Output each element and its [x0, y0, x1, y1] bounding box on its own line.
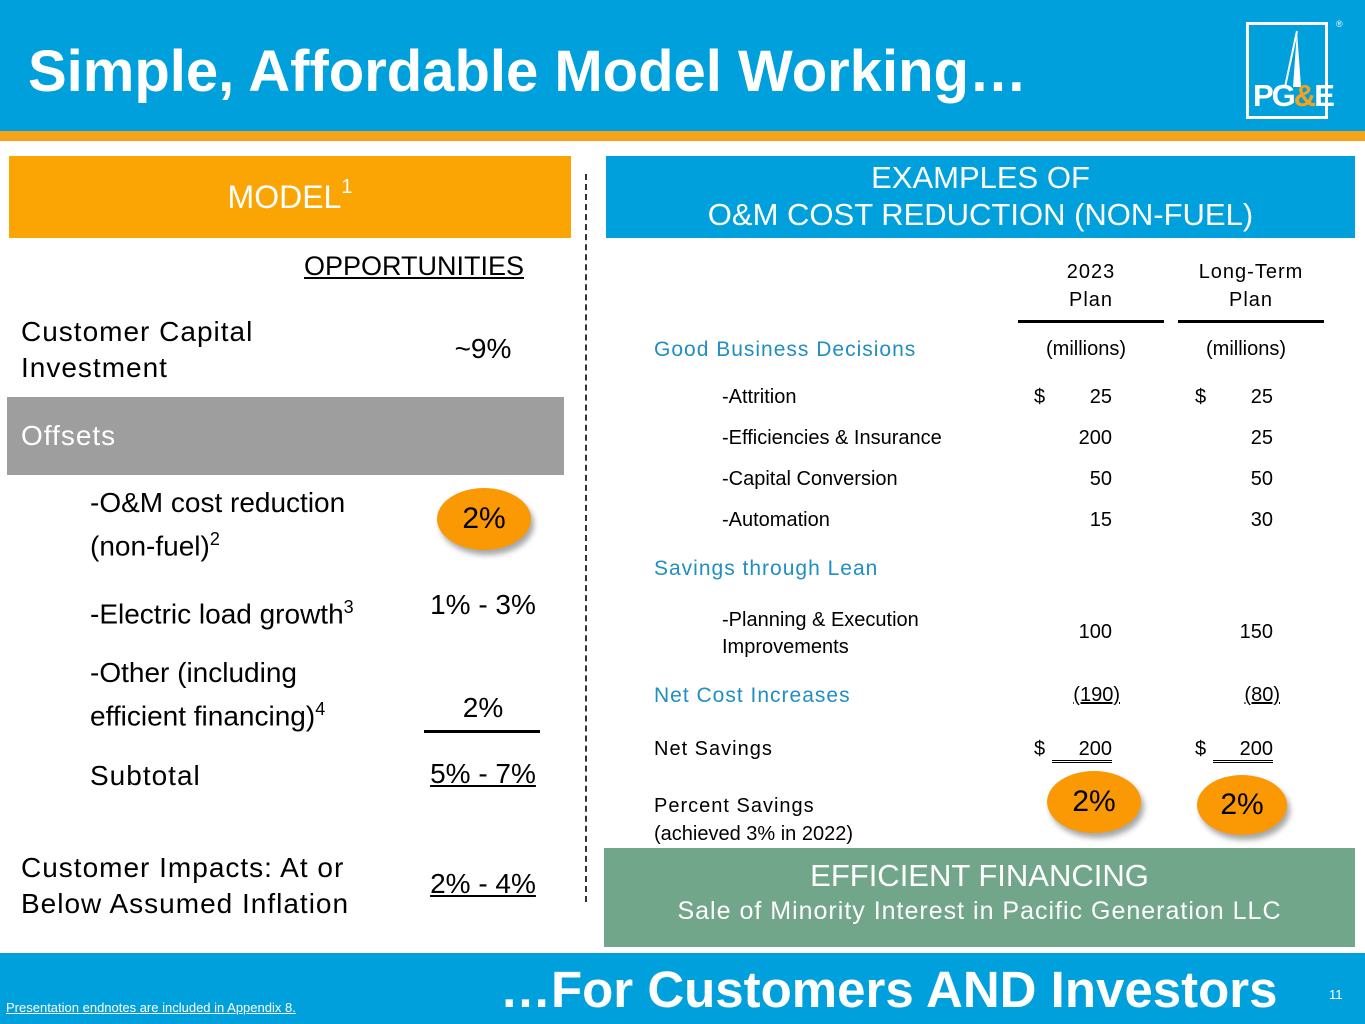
item-label: -Efficiencies & Insurance — [722, 427, 942, 449]
item-longterm-value: 30 — [1250, 509, 1273, 531]
logo-text: PG&E — [1253, 78, 1335, 113]
net-cost-longterm: (80) — [1244, 684, 1280, 706]
customer-impacts-value: 2% - 4% — [430, 868, 536, 899]
item-2023-value: 50 — [1089, 468, 1112, 490]
examples-heading: EXAMPLES OF O&M COST REDUCTION (NON-FUEL… — [606, 156, 1355, 238]
item-dollar-longterm: $ — [1195, 386, 1207, 408]
col-longterm-rule — [1178, 320, 1324, 323]
panel-divider — [585, 174, 587, 902]
net-savings-dollar-2023: $ — [1034, 738, 1046, 760]
percent-2023-badge: 2% — [1047, 771, 1141, 833]
load-growth-label: -Electric load growth3 — [90, 597, 354, 630]
net-savings-2023: 200 — [1052, 738, 1112, 763]
other-label: -Other (including efficient financing)4 — [90, 657, 326, 732]
endnote-link[interactable]: Presentation endnotes are included in Ap… — [6, 1000, 296, 1015]
efficient-financing-subtitle: Sale of Minority Interest in Pacific Gen… — [677, 897, 1282, 925]
page-number: 11 — [1329, 987, 1343, 1002]
logo-tower-icon — [1284, 30, 1301, 88]
om-reduction-label: -O&M cost reduction (non-fuel)2 — [90, 487, 346, 562]
lean-2023-value: 100 — [1078, 621, 1112, 643]
header-accent-rule — [0, 131, 1365, 141]
item-label: -Capital Conversion — [722, 468, 898, 490]
subtotal-value: 5% - 7% — [430, 758, 536, 789]
section-net-cost: Net Cost Increases — [654, 684, 851, 707]
item-dollar-2023: $ — [1034, 386, 1046, 408]
lean-item-label: -Planning & Execution Improvements — [722, 609, 919, 658]
efficient-financing-box: EFFICIENT FINANCING Sale of Minority Int… — [604, 848, 1355, 947]
item-label: -Attrition — [722, 386, 797, 408]
lean-longterm-value: 150 — [1239, 621, 1273, 643]
registered-mark: ® — [1336, 19, 1343, 29]
section-good-business: Good Business Decisions — [654, 338, 917, 361]
om-reduction-badge: 2% — [437, 488, 531, 550]
customer-capital-value: ~9% — [454, 333, 512, 364]
item-2023-value: 25 — [1089, 386, 1112, 408]
header-bar — [0, 0, 1365, 131]
slide-title: Simple, Affordable Model Working… — [28, 39, 1027, 104]
net-cost-2023: (190) — [1073, 684, 1120, 706]
subtotal-label: Subtotal — [90, 760, 201, 791]
net-savings-dollar-longterm: $ — [1195, 738, 1207, 760]
item-longterm-value: 50 — [1250, 468, 1273, 490]
customer-impacts-label: Customer Impacts: At or Below Assumed In… — [21, 852, 350, 919]
percent-longterm-badge: 2% — [1197, 775, 1287, 835]
units-2023: (millions) — [1046, 338, 1126, 360]
customer-capital-label: Customer Capital Investment — [21, 316, 254, 383]
units-longterm: (millions) — [1206, 338, 1286, 360]
pge-logo: PG&E — [1246, 22, 1335, 119]
footer-bar — [0, 953, 1365, 1024]
footer-tagline: …For Customers AND Investors — [500, 961, 1278, 1018]
net-savings-label: Net Savings — [654, 738, 773, 760]
col-2023-header: 2023 Plan — [1066, 261, 1116, 311]
efficient-financing-title: EFFICIENT FINANCING — [810, 858, 1149, 893]
section-lean: Savings through Lean — [654, 557, 879, 580]
col-longterm-header: Long-Term Plan — [1198, 261, 1304, 311]
item-longterm-value: 25 — [1250, 427, 1273, 449]
col-2023-rule — [1018, 320, 1164, 323]
load-growth-value: 1% - 3% — [430, 589, 536, 620]
net-savings-longterm: 200 — [1213, 738, 1273, 763]
item-2023-value: 200 — [1078, 427, 1112, 449]
percent-savings-label: Percent Savings (achieved 3% in 2022) — [654, 795, 854, 845]
item-label: -Automation — [722, 509, 830, 531]
opportunities-header: OPPORTUNITIES — [304, 251, 525, 281]
subtotal-rule — [424, 730, 540, 733]
item-longterm-value: 25 — [1250, 386, 1273, 408]
item-2023-value: 15 — [1089, 509, 1112, 531]
offsets-band: Offsets — [7, 397, 564, 475]
model-heading: MODEL 1 — [9, 156, 571, 238]
other-value: 2% — [462, 692, 504, 723]
